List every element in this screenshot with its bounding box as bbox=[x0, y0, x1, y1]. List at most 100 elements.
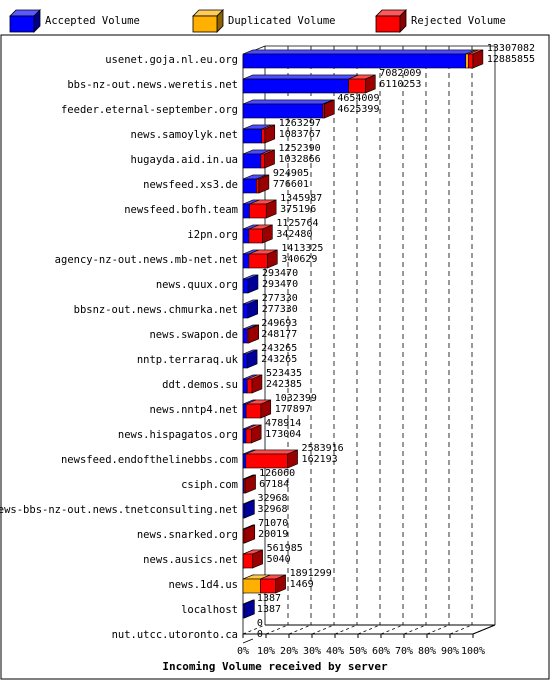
accepted-value-label: 5040 bbox=[267, 554, 291, 565]
bar-side-rejected bbox=[244, 524, 256, 544]
bar-rejected bbox=[261, 128, 266, 144]
bar-rejected bbox=[260, 153, 265, 169]
bar-side-rejected bbox=[267, 249, 278, 269]
bar-rejected bbox=[249, 203, 267, 219]
x-tick-label: 20% bbox=[280, 646, 298, 657]
floor-grid-line bbox=[380, 624, 404, 635]
bar-side-accepted bbox=[247, 299, 258, 319]
bar-side-accepted bbox=[244, 599, 255, 619]
accepted-value-label: 243265 bbox=[261, 354, 297, 365]
bar-side-rejected bbox=[365, 74, 376, 94]
server-label: news.hispagatos.org bbox=[118, 429, 238, 441]
bar-accepted bbox=[242, 328, 248, 344]
total-value-label: 249693 bbox=[261, 318, 297, 329]
accepted-value-label: 177897 bbox=[275, 404, 311, 415]
bar-accepted bbox=[242, 78, 349, 94]
bar-rejected bbox=[348, 78, 366, 94]
accepted-value-label: 32968 bbox=[257, 504, 287, 515]
legend-label-rejected: Rejected Volume bbox=[411, 15, 506, 27]
accepted-value-label: 340629 bbox=[281, 254, 317, 265]
bar-side-rejected bbox=[264, 149, 275, 169]
server-label: news-bbs-nz-out.news.tnetconsulting.net bbox=[0, 504, 238, 516]
bar-rejected bbox=[256, 178, 260, 194]
bar-row bbox=[242, 249, 278, 269]
bar-row bbox=[242, 224, 273, 244]
server-label: news.samoylyk.net bbox=[131, 129, 238, 141]
bar-row bbox=[242, 474, 256, 494]
bar-accepted bbox=[242, 103, 324, 119]
total-value-label: 2583916 bbox=[302, 443, 344, 454]
bar-row bbox=[242, 599, 255, 619]
bar-side-accepted bbox=[246, 349, 258, 369]
legend-swatch-duplicated bbox=[192, 15, 218, 33]
legend: Accepted Volume Duplicated Volume Rejected… bbox=[9, 9, 506, 33]
total-value-label: 1891299 bbox=[290, 568, 332, 579]
server-label: ddt.demos.su bbox=[162, 379, 238, 391]
bar-accepted bbox=[242, 153, 262, 169]
x-tick-label: 50% bbox=[349, 646, 367, 657]
x-tick-label: 90% bbox=[441, 646, 459, 657]
server-label: news.nntp4.net bbox=[149, 404, 238, 416]
bar-row bbox=[242, 49, 484, 69]
bar-row bbox=[242, 299, 258, 319]
bar-rejected bbox=[242, 553, 254, 569]
bar-row bbox=[242, 374, 263, 394]
server-label: hugayda.aid.in.ua bbox=[131, 154, 238, 166]
legend-item-duplicated: Duplicated Volume bbox=[192, 9, 335, 33]
bar-top-accepted bbox=[242, 74, 359, 80]
bar-row bbox=[242, 274, 259, 294]
total-value-label: 0 bbox=[257, 618, 263, 629]
accepted-value-label: 277330 bbox=[262, 304, 298, 315]
accepted-value-label: 1083767 bbox=[279, 129, 321, 140]
legend-label-accepted: Accepted Volume bbox=[45, 15, 140, 27]
bar-row bbox=[242, 499, 255, 519]
accepted-value-label: 20019 bbox=[258, 529, 288, 540]
bar-top-accepted bbox=[242, 99, 333, 105]
bar-accepted bbox=[242, 403, 247, 419]
accepted-value-label: 12885855 bbox=[487, 54, 535, 65]
server-label: feeder.eternal-september.org bbox=[61, 104, 238, 116]
accepted-value-label: 342480 bbox=[276, 229, 312, 240]
total-value-label: 1125764 bbox=[276, 218, 318, 229]
bar-accepted bbox=[242, 378, 248, 394]
bar-empty bbox=[242, 638, 254, 644]
total-value-label: 1345987 bbox=[280, 193, 322, 204]
accepted-value-label: 293470 bbox=[262, 279, 298, 290]
server-label: nut.utcc.utoronto.ca bbox=[112, 629, 238, 641]
accepted-value-label: 1032866 bbox=[279, 154, 321, 165]
bar-side-rejected bbox=[250, 424, 262, 444]
bar-rejected bbox=[248, 253, 268, 269]
bar-accepted bbox=[242, 353, 248, 369]
bar-side-rejected bbox=[472, 49, 484, 69]
server-label: news.quux.org bbox=[156, 279, 238, 291]
bar-side-rejected bbox=[258, 174, 270, 194]
server-labels: usenet.goja.nl.eu.org bbs-nz-out.news.wer… bbox=[0, 54, 239, 641]
bar-rejected bbox=[245, 453, 288, 469]
server-label: news.snarked.org bbox=[137, 529, 238, 541]
bar-side-rejected bbox=[264, 124, 276, 144]
total-value-label: 126060 bbox=[259, 468, 295, 479]
bar-rejected bbox=[245, 428, 252, 444]
bar-row bbox=[242, 74, 376, 94]
bar-rejected bbox=[248, 228, 263, 244]
accepted-value-label: 248177 bbox=[261, 329, 297, 340]
server-label: newsfeed.xs3.de bbox=[143, 179, 238, 191]
bar-row bbox=[242, 149, 275, 169]
bar-rejected bbox=[245, 403, 262, 419]
bar-top-accepted bbox=[242, 49, 476, 55]
bar-row bbox=[242, 124, 276, 144]
server-label: news.1d4.us bbox=[168, 579, 238, 591]
legend-swatch-rejected bbox=[375, 15, 401, 33]
accepted-value-label: 4625399 bbox=[337, 104, 379, 115]
bar-accepted bbox=[242, 453, 247, 469]
bar-side-rejected bbox=[262, 224, 273, 244]
bar-row bbox=[242, 524, 256, 544]
bar-accepted bbox=[242, 53, 467, 69]
bar-side-rejected bbox=[245, 474, 256, 494]
bar-row bbox=[242, 549, 263, 569]
bar-row bbox=[242, 638, 254, 644]
bar-side-rejected bbox=[275, 574, 286, 594]
bar-row bbox=[242, 449, 298, 469]
bar-side-accepted bbox=[244, 499, 255, 519]
